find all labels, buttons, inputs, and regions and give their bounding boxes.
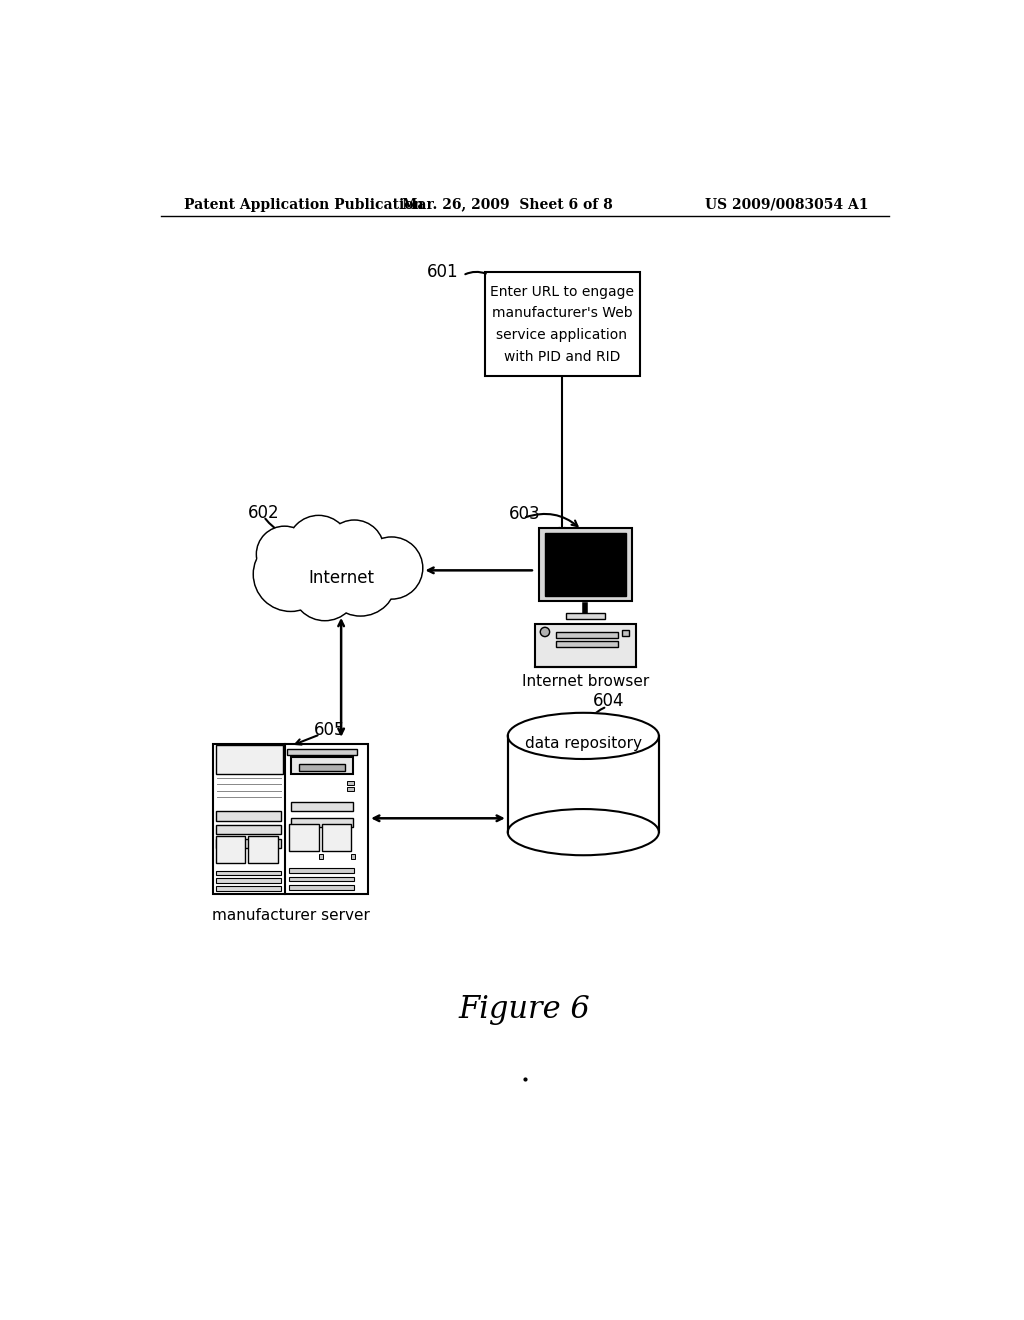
FancyBboxPatch shape xyxy=(556,632,617,638)
Text: 602: 602 xyxy=(248,504,280,521)
Circle shape xyxy=(255,539,327,610)
Text: Mar. 26, 2009  Sheet 6 of 8: Mar. 26, 2009 Sheet 6 of 8 xyxy=(402,198,613,211)
Text: data repository: data repository xyxy=(525,737,642,751)
FancyBboxPatch shape xyxy=(291,758,352,775)
FancyBboxPatch shape xyxy=(347,788,353,792)
Circle shape xyxy=(361,539,421,598)
FancyBboxPatch shape xyxy=(291,817,352,826)
FancyBboxPatch shape xyxy=(556,642,617,647)
Circle shape xyxy=(326,521,383,578)
FancyBboxPatch shape xyxy=(289,869,354,873)
FancyBboxPatch shape xyxy=(291,803,352,812)
Circle shape xyxy=(289,517,348,576)
Circle shape xyxy=(325,545,396,616)
FancyBboxPatch shape xyxy=(347,781,353,785)
FancyBboxPatch shape xyxy=(216,840,281,849)
Text: Internet: Internet xyxy=(308,569,374,587)
Text: Patent Application Publication: Patent Application Publication xyxy=(183,198,424,211)
Circle shape xyxy=(254,537,328,611)
FancyBboxPatch shape xyxy=(287,748,356,755)
Circle shape xyxy=(257,527,312,582)
FancyBboxPatch shape xyxy=(248,836,278,863)
FancyBboxPatch shape xyxy=(216,812,281,821)
Circle shape xyxy=(360,537,423,599)
FancyBboxPatch shape xyxy=(318,854,323,859)
FancyBboxPatch shape xyxy=(322,825,351,851)
Text: 603: 603 xyxy=(509,506,541,523)
Circle shape xyxy=(541,627,550,636)
FancyBboxPatch shape xyxy=(216,825,281,834)
Ellipse shape xyxy=(508,713,658,759)
Text: manufacturer server: manufacturer server xyxy=(212,908,370,923)
FancyBboxPatch shape xyxy=(289,825,318,851)
Circle shape xyxy=(326,546,395,615)
Text: US 2009/0083054 A1: US 2009/0083054 A1 xyxy=(705,198,868,211)
FancyBboxPatch shape xyxy=(299,764,345,771)
FancyBboxPatch shape xyxy=(216,836,245,863)
Text: 604: 604 xyxy=(593,692,625,710)
FancyBboxPatch shape xyxy=(535,624,636,667)
Text: Internet browser: Internet browser xyxy=(521,675,649,689)
FancyBboxPatch shape xyxy=(216,744,283,775)
FancyBboxPatch shape xyxy=(216,886,281,891)
FancyBboxPatch shape xyxy=(566,614,604,619)
FancyBboxPatch shape xyxy=(213,743,369,894)
FancyBboxPatch shape xyxy=(622,630,630,636)
Text: 601: 601 xyxy=(427,264,458,281)
FancyBboxPatch shape xyxy=(484,272,640,376)
FancyBboxPatch shape xyxy=(289,886,354,890)
FancyBboxPatch shape xyxy=(539,528,632,601)
FancyBboxPatch shape xyxy=(351,854,355,859)
Text: Enter URL to engage
manufacturer's Web
service application
with PID and RID: Enter URL to engage manufacturer's Web s… xyxy=(490,285,634,364)
Circle shape xyxy=(325,520,384,579)
Text: 605: 605 xyxy=(314,721,345,739)
FancyBboxPatch shape xyxy=(289,876,354,882)
Circle shape xyxy=(258,528,311,581)
Circle shape xyxy=(288,516,349,577)
FancyBboxPatch shape xyxy=(216,878,281,883)
FancyBboxPatch shape xyxy=(508,737,658,832)
Circle shape xyxy=(294,557,356,619)
FancyBboxPatch shape xyxy=(545,533,626,595)
FancyBboxPatch shape xyxy=(216,871,281,875)
Ellipse shape xyxy=(508,809,658,855)
Circle shape xyxy=(292,556,357,620)
Text: Figure 6: Figure 6 xyxy=(459,994,591,1024)
